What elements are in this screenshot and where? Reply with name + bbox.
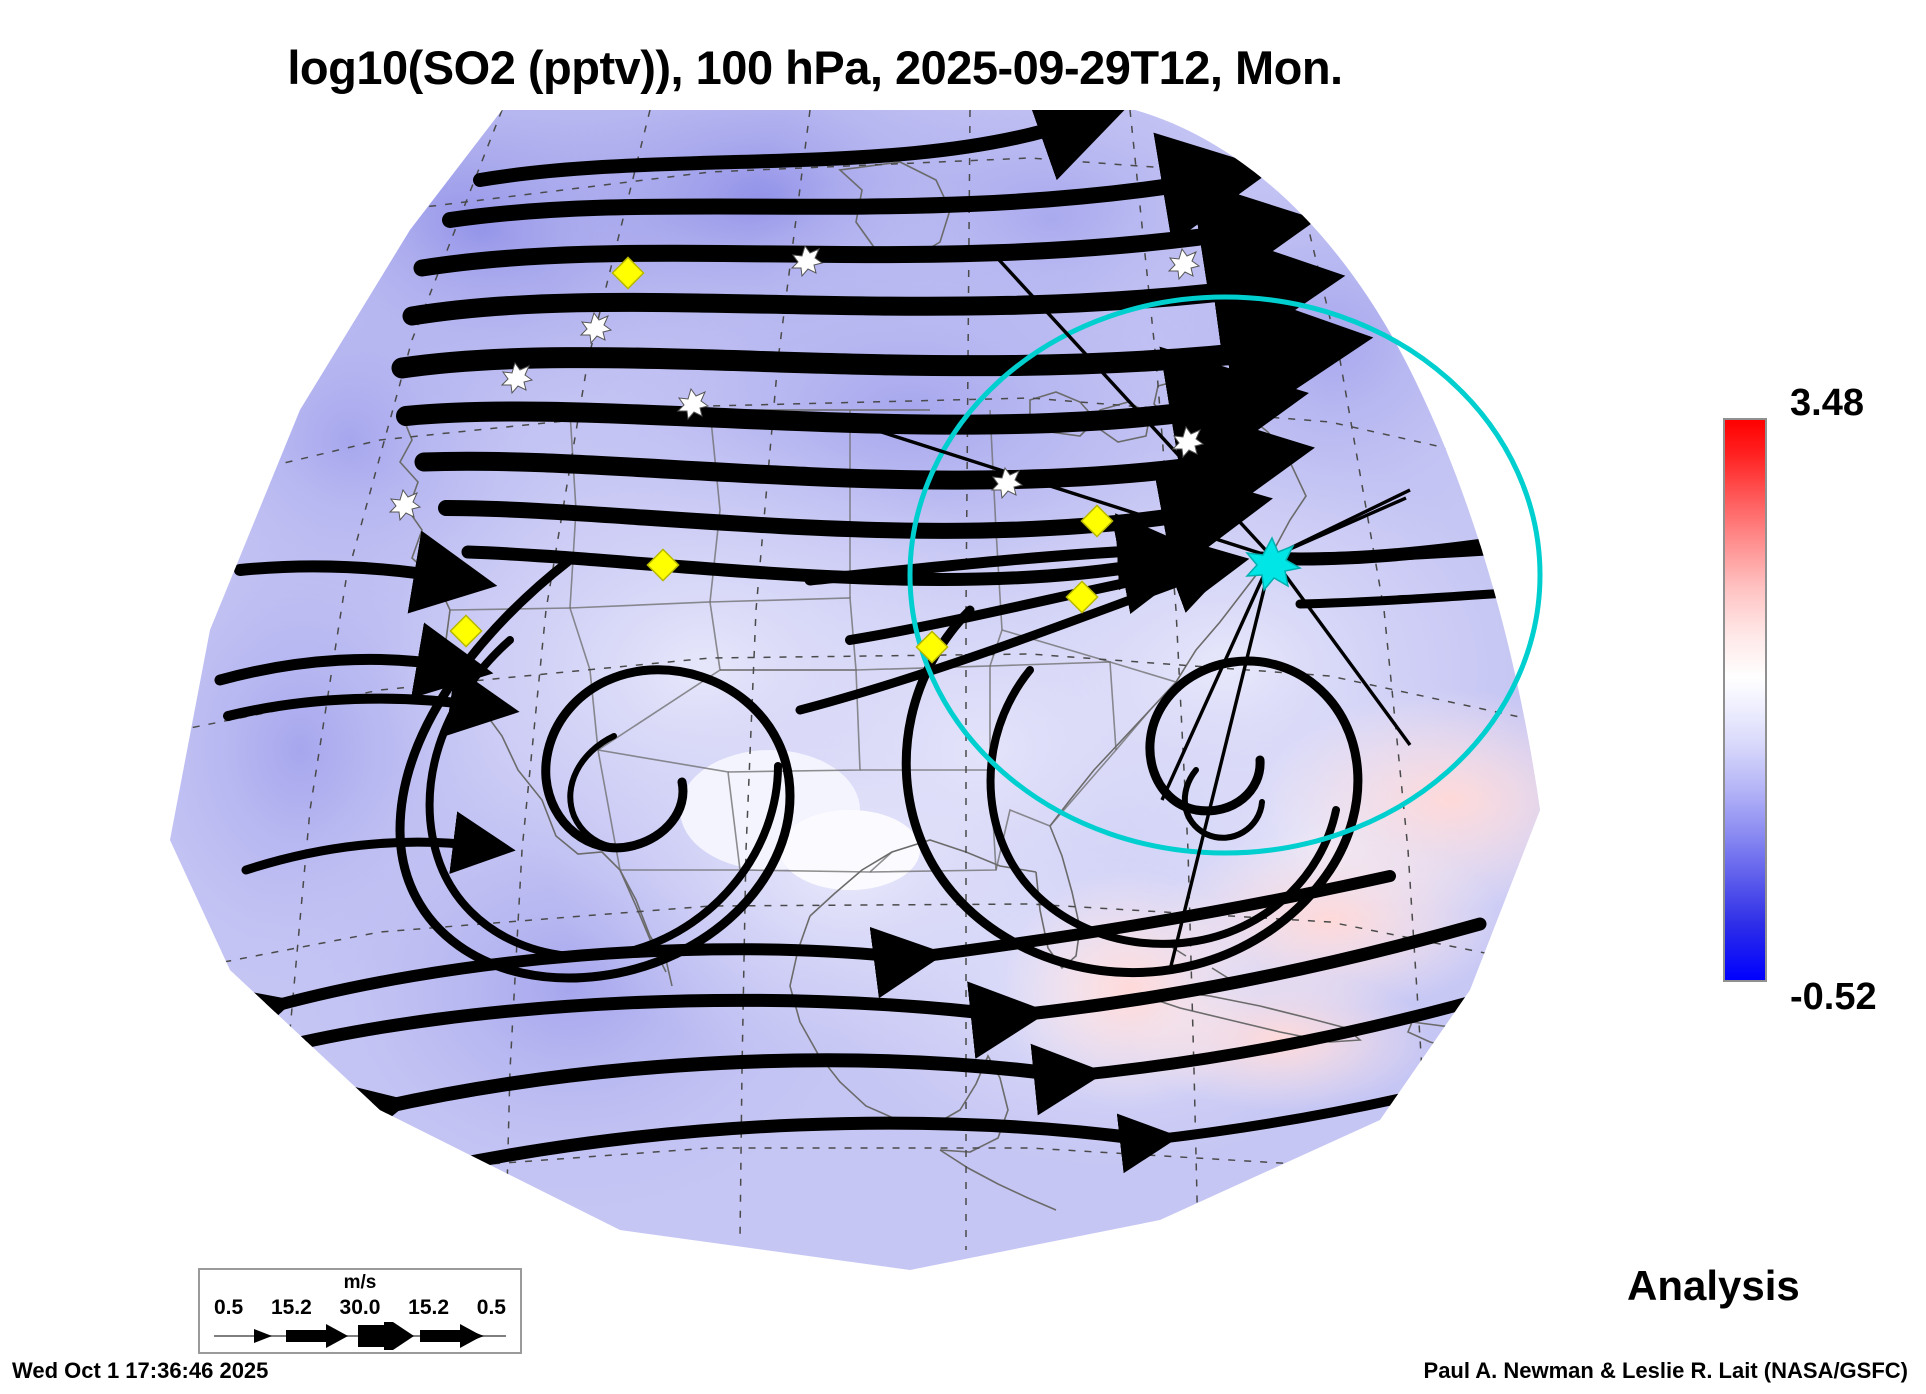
- colorbar-max-label: 3.48: [1790, 382, 1864, 424]
- range-ring: [907, 294, 1543, 856]
- wind-legend-arrow: [214, 1322, 506, 1350]
- wind-tick-4: 0.5: [476, 1296, 506, 1319]
- author-credit: Paul A. Newman & Leslie R. Lait (NASA/GS…: [1423, 1358, 1908, 1383]
- map-figure[interactable]: [150, 110, 1610, 1270]
- wind-tick-2: 30.0: [339, 1296, 381, 1319]
- wind-tick-0: 0.5: [214, 1296, 244, 1319]
- white-station-markers[interactable]: [388, 244, 1205, 522]
- wind-tick-3: 15.2: [408, 1296, 450, 1319]
- wind-speed-legend: m/s 0.5 15.2 30.0 15.2 0.5: [198, 1268, 522, 1354]
- colorbar[interactable]: [1723, 418, 1767, 982]
- page-title: log10(SO2 (pptv)), 100 hPa, 2025-09-29T1…: [287, 41, 1343, 94]
- colorbar-min-label: -0.52: [1790, 976, 1877, 1018]
- flight-track-layer: [843, 248, 1412, 971]
- wind-tick-1: 15.2: [270, 1296, 312, 1319]
- yellow-station-markers[interactable]: [449, 256, 1114, 664]
- analysis-label: Analysis: [1627, 1262, 1800, 1309]
- wind-legend-unit: m/s: [343, 1272, 377, 1293]
- wind-legend-ticks: 0.5 15.2 30.0 15.2 0.5: [200, 1296, 520, 1320]
- flight-center-star[interactable]: [1245, 536, 1303, 592]
- map-panel[interactable]: [150, 110, 1610, 1270]
- streamline-layer: [214, 110, 1540, 1217]
- generation-timestamp: Wed Oct 1 17:36:46 2025: [12, 1358, 269, 1383]
